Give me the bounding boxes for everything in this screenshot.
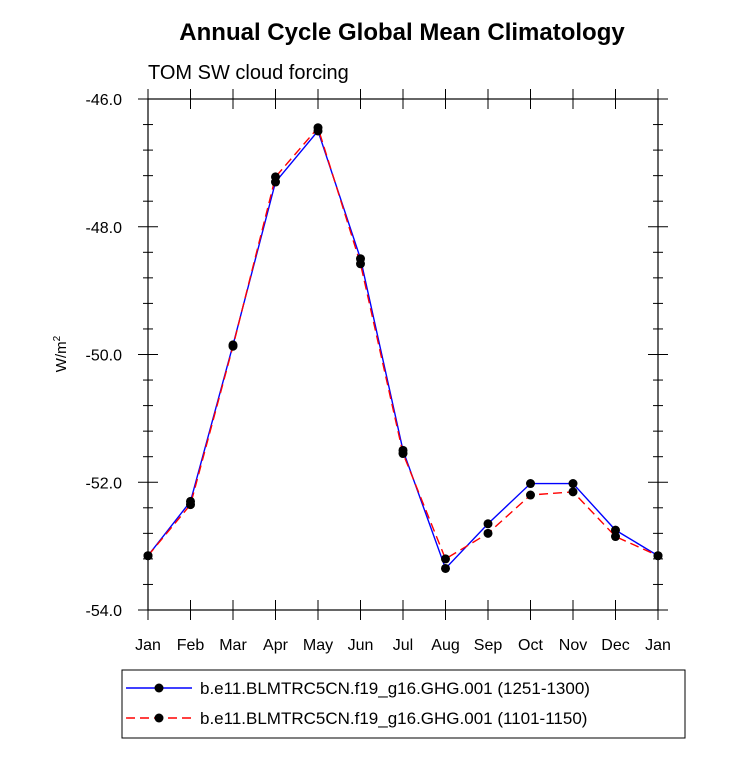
y-axis: -46.0 -48.0 -50.0 -52.0 -54.0 <box>86 92 668 620</box>
x-tick-label: Nov <box>559 637 587 654</box>
series-1-point <box>526 479 535 489</box>
y-tick-label: -50.0 <box>86 348 123 365</box>
series-1-point <box>568 479 578 489</box>
plot-area <box>147 98 659 611</box>
series-2-point <box>228 341 238 351</box>
series-2-point <box>398 449 408 459</box>
legend: b.e11.BLMTRC5CN.f19_g16.GHG.001 (1251-13… <box>121 669 686 739</box>
x-tick-label: Mar <box>219 637 247 654</box>
y-tick-label: -48.0 <box>86 220 123 237</box>
series-2-point <box>653 551 663 561</box>
x-tick-label: Dec <box>601 637 629 654</box>
legend-marker-2 <box>154 713 164 723</box>
series-1-point <box>611 525 620 535</box>
x-tick-label: Jul <box>393 637 413 654</box>
x-tick-label: Feb <box>177 637 205 654</box>
y-tick-label: -46.0 <box>86 92 123 109</box>
series-2-point <box>271 172 280 182</box>
series-2-point <box>143 551 153 561</box>
y-tick-label: -54.0 <box>86 603 123 620</box>
legend-label-2: b.e11.BLMTRC5CN.f19_g16.GHG.001 (1101-11… <box>200 709 587 728</box>
legend-label-1: b.e11.BLMTRC5CN.f19_g16.GHG.001 (1251-13… <box>200 679 590 698</box>
chart-subtitle: TOM SW cloud forcing <box>148 62 349 84</box>
legend-marker-1 <box>154 683 164 693</box>
x-tick-label: Sep <box>474 637 503 654</box>
series-1-point <box>441 563 450 573</box>
y-axis-label: W/m2 <box>52 335 70 372</box>
x-tick-label: Jan <box>135 637 161 654</box>
chart-title: Annual Cycle Global Mean Climatology <box>179 19 625 46</box>
y-tick-label: -52.0 <box>86 475 123 492</box>
x-axis: Jan Feb Mar Apr May Jun Jul Aug Sep Oct Nov Dec Jan <box>135 89 671 654</box>
series-2-point <box>356 259 365 269</box>
series-line-2 <box>147 126 659 560</box>
series-2-point <box>611 532 620 542</box>
series-2-point <box>526 490 535 500</box>
x-tick-label: Jun <box>348 637 374 654</box>
y-axis-label-unit: W/m <box>53 341 70 372</box>
x-tick-label: Aug <box>431 637 459 654</box>
legend-box <box>121 669 686 739</box>
series-2-point <box>483 528 493 538</box>
x-tick-label: May <box>303 637 333 654</box>
x-tick-label: Apr <box>263 637 289 654</box>
y-axis-label-superscript: 2 <box>52 335 63 341</box>
series-1-point <box>483 519 493 529</box>
series-line-1 <box>147 129 659 570</box>
legend-items: b.e11.BLMTRC5CN.f19_g16.GHG.001 (1251-13… <box>126 679 590 728</box>
series-2-point <box>313 123 323 133</box>
series-2-point <box>441 554 450 564</box>
x-tick-label: Jan <box>645 637 671 654</box>
series-layer <box>143 123 663 573</box>
x-tick-label: Oct <box>518 637 543 654</box>
series-2-point <box>186 500 195 510</box>
series-2-point <box>568 487 578 497</box>
